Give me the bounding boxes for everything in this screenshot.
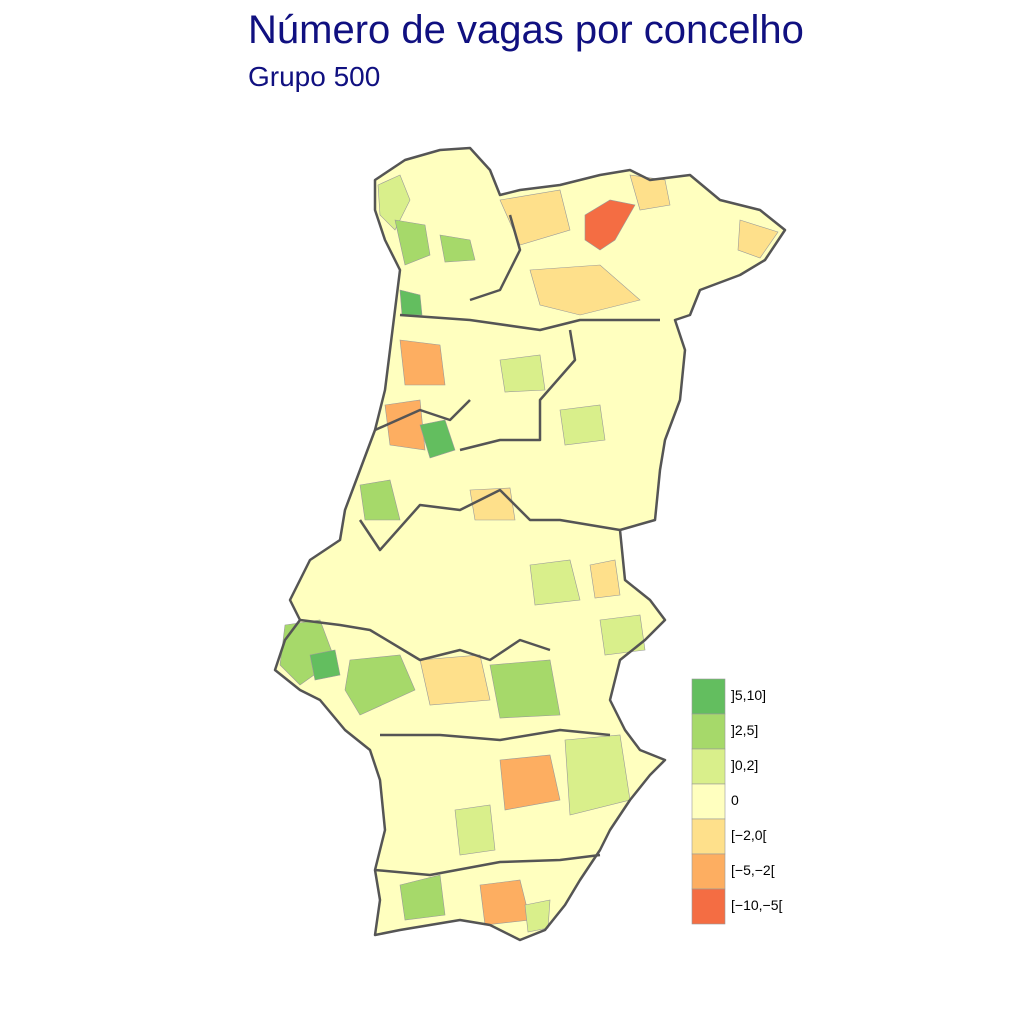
area — [584, 199, 636, 251]
legend: ]5,10] ]2,5] ]0,2] 0 [−2,0[ [−5,−2[ [−10,−5[ — [691, 678, 782, 925]
legend-label: ]0,2] — [731, 757, 758, 773]
country-border — [273, 146, 787, 942]
area — [359, 479, 401, 521]
area — [499, 354, 546, 393]
area — [737, 219, 779, 259]
legend-swatch — [691, 853, 726, 890]
area — [419, 419, 456, 459]
area — [419, 654, 491, 706]
title: Número de vagas por concelho — [248, 8, 804, 52]
region-border — [399, 313, 660, 332]
legend-swatch — [691, 748, 726, 785]
legend-label: [−2,0[ — [731, 827, 767, 843]
region-border — [374, 853, 601, 877]
region-border — [459, 329, 577, 452]
area — [399, 874, 446, 921]
region-border — [358, 488, 621, 552]
legend-label: 0 — [731, 792, 739, 808]
area — [384, 399, 426, 451]
area — [529, 264, 641, 316]
area — [489, 659, 561, 719]
legend-swatch — [691, 888, 726, 925]
map — [273, 146, 787, 942]
region-border — [469, 214, 522, 302]
legend-label: [−5,−2[ — [731, 862, 775, 878]
area — [377, 174, 411, 231]
legend-label: [−10,−5[ — [731, 897, 782, 913]
area — [309, 649, 341, 681]
area — [599, 614, 646, 656]
region-border — [374, 399, 471, 432]
area — [589, 559, 621, 599]
legend-swatch — [691, 818, 726, 855]
area — [394, 219, 431, 266]
legend-label: ]2,5] — [731, 722, 758, 738]
area — [439, 234, 476, 263]
legend-swatch — [691, 783, 726, 820]
area — [499, 754, 561, 811]
area — [469, 487, 516, 521]
area — [399, 339, 446, 386]
region-border — [380, 728, 611, 742]
region-border — [299, 618, 551, 662]
legend-label: ]5,10] — [731, 687, 766, 703]
area — [344, 654, 416, 716]
area — [454, 804, 496, 856]
legend-swatch — [691, 678, 726, 715]
area — [529, 559, 581, 606]
subtitle: Grupo 500 — [248, 61, 380, 92]
area — [559, 404, 606, 446]
legend-swatch — [691, 713, 726, 750]
area — [399, 289, 423, 316]
